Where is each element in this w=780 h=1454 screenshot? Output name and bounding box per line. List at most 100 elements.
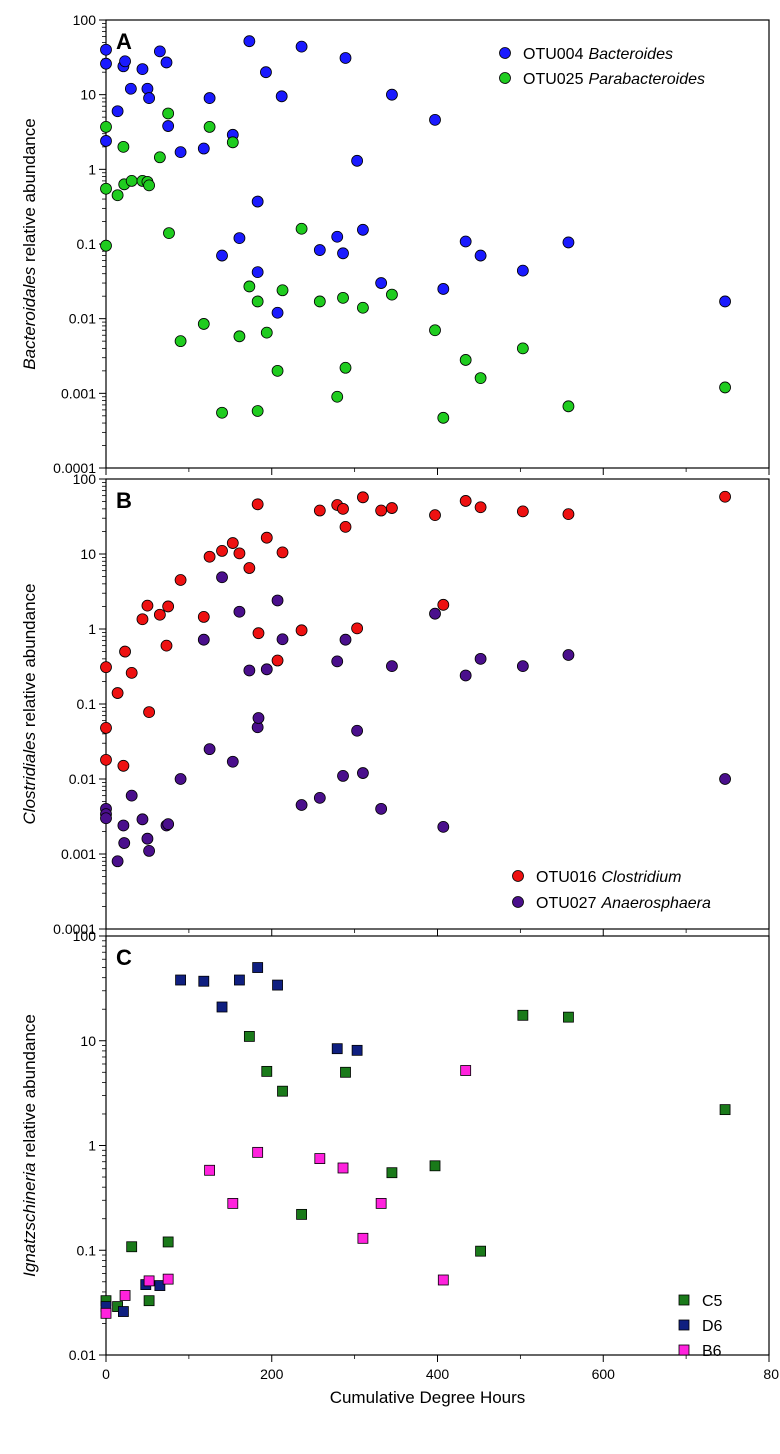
panel-c-ytick-label: 100 [73,928,97,944]
point-c5 [563,1011,574,1023]
point-d6 [216,1001,228,1013]
point-otu027 [197,633,210,646]
panel-a-ytick-label: 10 [80,87,96,103]
point-otu004 [337,247,349,260]
point-otu016 [562,508,575,521]
point-otu016 [357,491,369,504]
point-otu016 [119,645,131,658]
point-otu025 [516,342,529,355]
point-otu004 [339,52,352,64]
point-otu004 [136,63,149,75]
point-otu016 [153,608,166,621]
panel-b-ytick-label: 10 [80,546,96,562]
point-otu004 [260,66,272,79]
panel-a-y-axis-label: Bacteroidales relative abundance [20,118,39,369]
point-otu004 [119,55,131,68]
point-otu025 [459,354,472,366]
point-otu027 [125,789,138,802]
legend-label-otu016: OTU016 Clostridium [536,869,681,886]
point-otu004 [251,195,264,208]
point-otu025 [295,222,308,235]
legend-label-c5: C5 [702,1293,723,1310]
legend-marker-otu025 [499,72,511,84]
point-otu004 [162,120,175,132]
legend-taxon: Parabacteroides [588,71,705,88]
panel-a-letter: A [116,29,132,54]
panel-a-y-axis-label-rest: relative abundance [20,118,39,266]
point-otu027 [459,669,472,682]
legend-code: OTU004 [523,46,584,63]
point-otu016 [271,654,284,667]
point-otu025 [260,326,273,339]
panel-a-ytick-label: 100 [73,12,97,28]
legend-label-b6: B6 [702,1343,722,1360]
point-otu025 [174,335,187,348]
point-otu004 [313,244,326,256]
point-otu004 [111,105,124,118]
panel-c-xtick-label: 0 [102,1366,110,1382]
panel-b-y-axis-label-rest: relative abundance [20,584,39,732]
point-otu027 [357,767,369,779]
point-otu016 [386,502,398,514]
point-otu004 [100,43,112,56]
point-otu027 [474,652,487,665]
point-otu027 [295,799,308,811]
point-otu004 [153,45,166,58]
point-otu004 [251,266,264,279]
legend-taxon: Anaerosphaera [600,895,711,912]
point-otu016 [339,520,352,533]
point-otu004 [357,223,369,236]
point-otu027 [216,571,228,584]
point-otu027 [719,773,731,785]
point-otu016 [141,599,154,612]
point-c5 [243,1031,255,1042]
point-otu016 [295,624,308,637]
point-otu004 [295,40,308,53]
point-otu025 [337,291,349,304]
legend-marker-otu027 [512,896,524,908]
point-d6 [234,974,245,986]
point-otu025 [562,400,575,413]
point-otu004 [331,230,344,243]
point-otu016 [203,550,216,563]
panel-c-ytick-label: 0.1 [77,1242,97,1258]
point-b6 [100,1307,112,1319]
point-otu004 [203,92,216,104]
point-c5 [429,1160,441,1172]
panel-b-ytick-label: 100 [73,471,97,487]
panel-b-ytick-label: 0.001 [61,846,96,862]
point-b6 [204,1164,215,1176]
legend-marker-b6 [678,1344,690,1356]
panel-c-points [100,962,731,1319]
panel-c-xtick-label: 80 [763,1366,779,1382]
point-otu027 [203,743,216,756]
point-otu027 [313,791,326,804]
point-otu027 [386,660,398,673]
panel-b-points [100,490,731,868]
point-otu004 [459,235,472,248]
point-otu016 [276,546,289,559]
point-otu016 [719,490,731,503]
point-otu004 [243,35,256,48]
panel-a-points [100,35,731,424]
point-otu004 [160,56,173,69]
panel-c-ytick-label: 10 [80,1033,96,1049]
point-otu027 [337,769,349,782]
point-otu025 [162,107,175,120]
panel-c-y-axis-label-rest: relative abundance [20,1014,39,1162]
point-d6 [272,979,283,991]
panel-a-ytick-label: 0.0001 [53,460,96,476]
point-c5 [340,1066,351,1078]
point-otu016 [243,562,256,574]
point-otu016 [174,574,187,586]
point-c5 [162,1236,174,1248]
point-otu016 [125,666,138,679]
point-otu016 [111,687,124,699]
point-otu004 [124,82,137,95]
point-otu025 [163,227,175,239]
point-otu025 [100,239,112,252]
panel-a-ytick-label: 0.001 [61,385,96,401]
legend-marker-d6 [678,1319,690,1331]
point-b6 [162,1273,174,1285]
